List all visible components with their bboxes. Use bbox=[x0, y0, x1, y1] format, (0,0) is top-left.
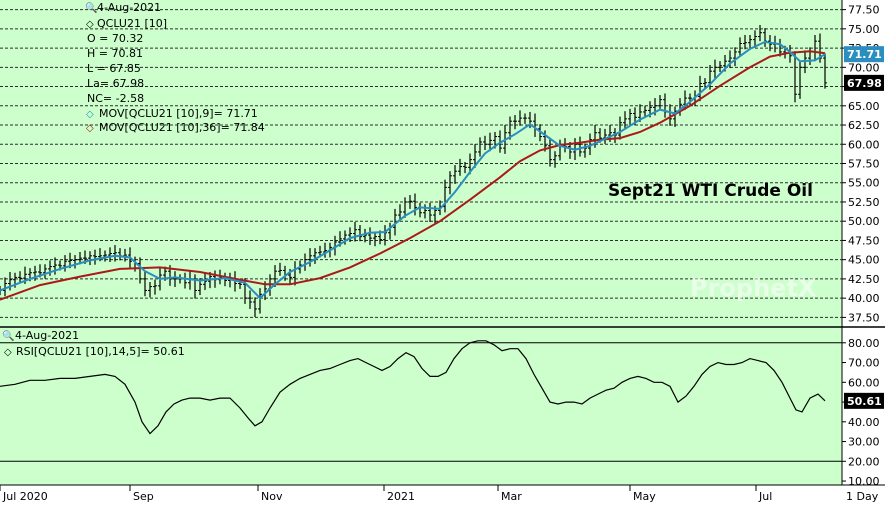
prophetx-watermark: ProphetX bbox=[690, 274, 817, 302]
info-last: La= 67.98 bbox=[87, 77, 144, 90]
time-tick-label: 2021 bbox=[387, 490, 415, 503]
time-tick-label: Jul 2020 bbox=[2, 490, 48, 503]
moving-average-lines bbox=[0, 40, 826, 301]
price-tick-label: 52.50 bbox=[848, 196, 880, 209]
price-tick-label: 75.00 bbox=[848, 23, 880, 36]
rsi-date: 4-Aug-2021 bbox=[15, 329, 79, 342]
price-tick-label: 77.50 bbox=[848, 4, 880, 17]
info-net-change: NC= -2.58 bbox=[87, 92, 144, 105]
time-tick-label: May bbox=[633, 490, 656, 503]
rsi-diamond-icon: ◇ bbox=[4, 347, 12, 358]
info-legend: 🔍 4-Aug-2021 ◇ QCLU21 [10] O = 70.32 H =… bbox=[85, 1, 265, 134]
price-tick-label: 37.50 bbox=[848, 311, 880, 324]
price-badge-label: 67.98 bbox=[847, 77, 882, 90]
rsi-badge-label: 50.61 bbox=[847, 395, 882, 408]
rsi-tick-label: 80.00 bbox=[848, 337, 880, 350]
rsi-zoom-icon[interactable]: 🔍 bbox=[2, 329, 14, 342]
price-badge-box bbox=[844, 74, 884, 91]
price-badges: 71.71 67.98 50.61 bbox=[844, 46, 884, 409]
zoom-icon[interactable]: 🔍 bbox=[85, 1, 97, 14]
rsi-tick-label: 60.00 bbox=[848, 376, 880, 389]
price-badge-box bbox=[844, 46, 884, 63]
rsi-tick-label: 10.00 bbox=[848, 475, 880, 488]
time-tick-label: Nov bbox=[261, 490, 283, 503]
ma9-diamond-icon: ◇ bbox=[86, 109, 94, 120]
rsi-line bbox=[0, 340, 826, 435]
rsi-tick-label: 30.00 bbox=[848, 436, 880, 449]
price-badge-label: 71.71 bbox=[847, 48, 882, 61]
price-tick-label: 55.00 bbox=[848, 177, 880, 190]
rsi-label: RSI[QCLU21 [10],14,5]= 50.61 bbox=[16, 345, 185, 358]
price-tick-label: 47.50 bbox=[848, 234, 880, 247]
price-tick-label: 65.00 bbox=[848, 100, 880, 113]
symbol-diamond-icon: ◇ bbox=[86, 19, 94, 30]
time-tick-label: Mar bbox=[501, 490, 522, 503]
info-symbol: QCLU21 [10] bbox=[97, 17, 167, 30]
time-axis-panel bbox=[0, 485, 885, 505]
rsi-badge-box bbox=[844, 392, 884, 409]
time-axis-labels: Jul 2020 Sep Nov 2021 Mar May Jul bbox=[0, 485, 772, 503]
rsi-tick-label: 40.00 bbox=[848, 416, 880, 429]
rsi-legend: 🔍 4-Aug-2021 ◇ RSI[QCLU21 [10],14,5]= 50… bbox=[2, 329, 185, 358]
info-ma36: MOV[QCLU21 [10],36]= 71.84 bbox=[99, 121, 265, 134]
time-tick-label: Sep bbox=[133, 490, 154, 503]
interval-label: 1 Day bbox=[846, 490, 879, 503]
rsi-grid bbox=[0, 342, 842, 462]
price-tick-label: 50.00 bbox=[848, 215, 880, 228]
ma9-line bbox=[0, 40, 826, 300]
chart-title: Sept21 WTI Crude Oil bbox=[608, 181, 813, 201]
rsi-tick-label: 20.00 bbox=[848, 455, 880, 468]
price-tick-label: 42.50 bbox=[848, 273, 880, 286]
ma36-diamond-icon: ◇ bbox=[86, 123, 94, 134]
price-tick-label: 40.00 bbox=[848, 292, 880, 305]
rsi-series-group bbox=[0, 340, 826, 435]
ma36-line bbox=[0, 50, 826, 301]
price-tick-label: 60.00 bbox=[848, 138, 880, 151]
info-ma9: MOV[QCLU21 [10],9]= 71.71 bbox=[99, 107, 258, 120]
price-tick-label: 70.00 bbox=[848, 61, 880, 74]
info-low: L = 67.85 bbox=[87, 62, 141, 75]
rsi-tick-label: 70.00 bbox=[848, 357, 880, 370]
info-date: 4-Aug-2021 bbox=[97, 1, 161, 14]
price-grid bbox=[0, 9, 842, 318]
price-tick-label: 57.50 bbox=[848, 158, 880, 171]
price-tick-label: 62.50 bbox=[848, 119, 880, 132]
info-open: O = 70.32 bbox=[87, 32, 143, 45]
time-tick-label: Jul bbox=[758, 490, 772, 503]
price-tick-label: 45.00 bbox=[848, 254, 880, 267]
info-high: H = 70.81 bbox=[87, 47, 143, 60]
